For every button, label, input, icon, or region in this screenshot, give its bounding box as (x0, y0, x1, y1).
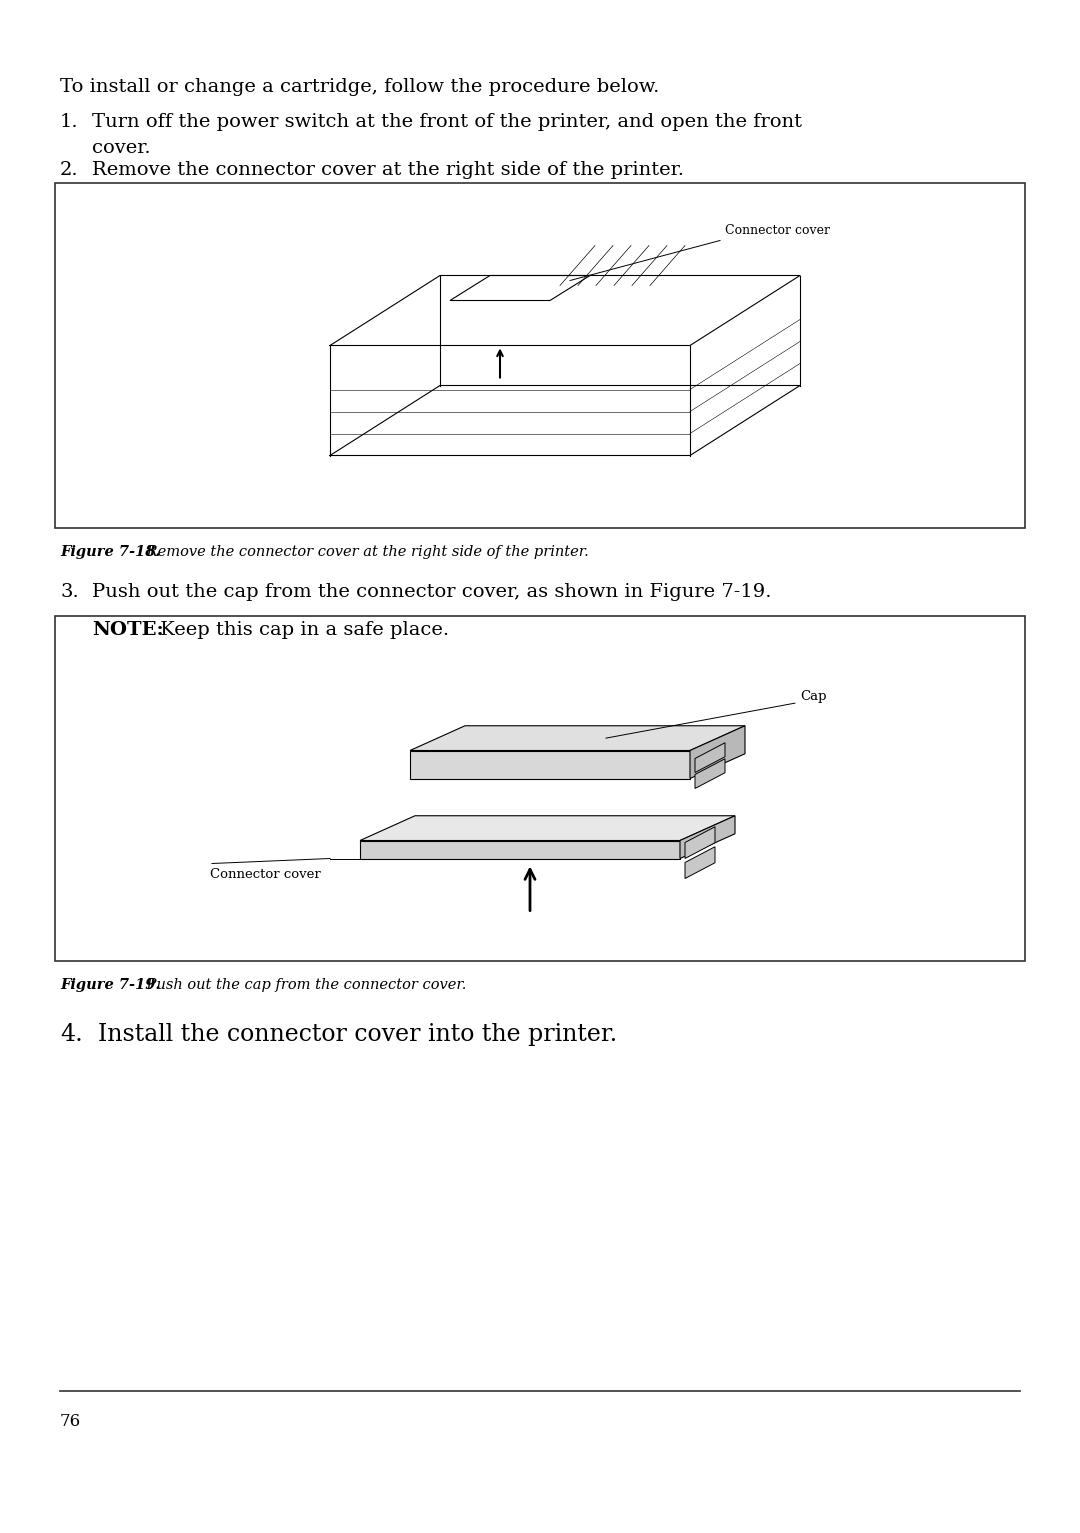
Polygon shape (410, 751, 690, 779)
Text: NOTE:: NOTE: (92, 621, 164, 639)
Text: Figure 7-19.: Figure 7-19. (60, 978, 161, 992)
Text: Figure 7-18.: Figure 7-18. (60, 546, 161, 560)
Polygon shape (680, 816, 735, 858)
Polygon shape (685, 846, 715, 878)
Bar (55, 616, 1025, 961)
Text: 1.: 1. (60, 113, 79, 130)
Polygon shape (685, 826, 715, 858)
Polygon shape (696, 744, 725, 773)
Text: To install or change a cartridge, follow the procedure below.: To install or change a cartridge, follow… (60, 78, 660, 97)
Polygon shape (360, 816, 735, 840)
Text: Connector cover: Connector cover (725, 224, 831, 238)
Text: Remove the connector cover at the right side of the printer.: Remove the connector cover at the right … (92, 161, 684, 179)
Polygon shape (410, 725, 745, 751)
Text: Install the connector cover into the printer.: Install the connector cover into the pri… (98, 1023, 618, 1046)
Polygon shape (690, 725, 745, 779)
Text: Remove the connector cover at the right side of the printer.: Remove the connector cover at the right … (141, 546, 589, 560)
Polygon shape (696, 759, 725, 788)
Text: 2.: 2. (60, 161, 79, 179)
Text: Turn off the power switch at the front of the printer, and open the front
cover.: Turn off the power switch at the front o… (92, 113, 802, 158)
Text: Push out the cap from the connector cover.: Push out the cap from the connector cove… (141, 978, 467, 992)
Text: 4.: 4. (60, 1023, 83, 1046)
Bar (55, 182, 1025, 527)
Text: Cap: Cap (800, 690, 826, 704)
Text: Keep this cap in a safe place.: Keep this cap in a safe place. (154, 621, 449, 639)
Text: 76: 76 (60, 1413, 81, 1430)
Polygon shape (360, 840, 680, 858)
Text: Connector cover: Connector cover (210, 869, 321, 881)
Text: Push out the cap from the connector cover, as shown in Figure 7-19.: Push out the cap from the connector cove… (92, 583, 771, 601)
Text: 3.: 3. (60, 583, 79, 601)
